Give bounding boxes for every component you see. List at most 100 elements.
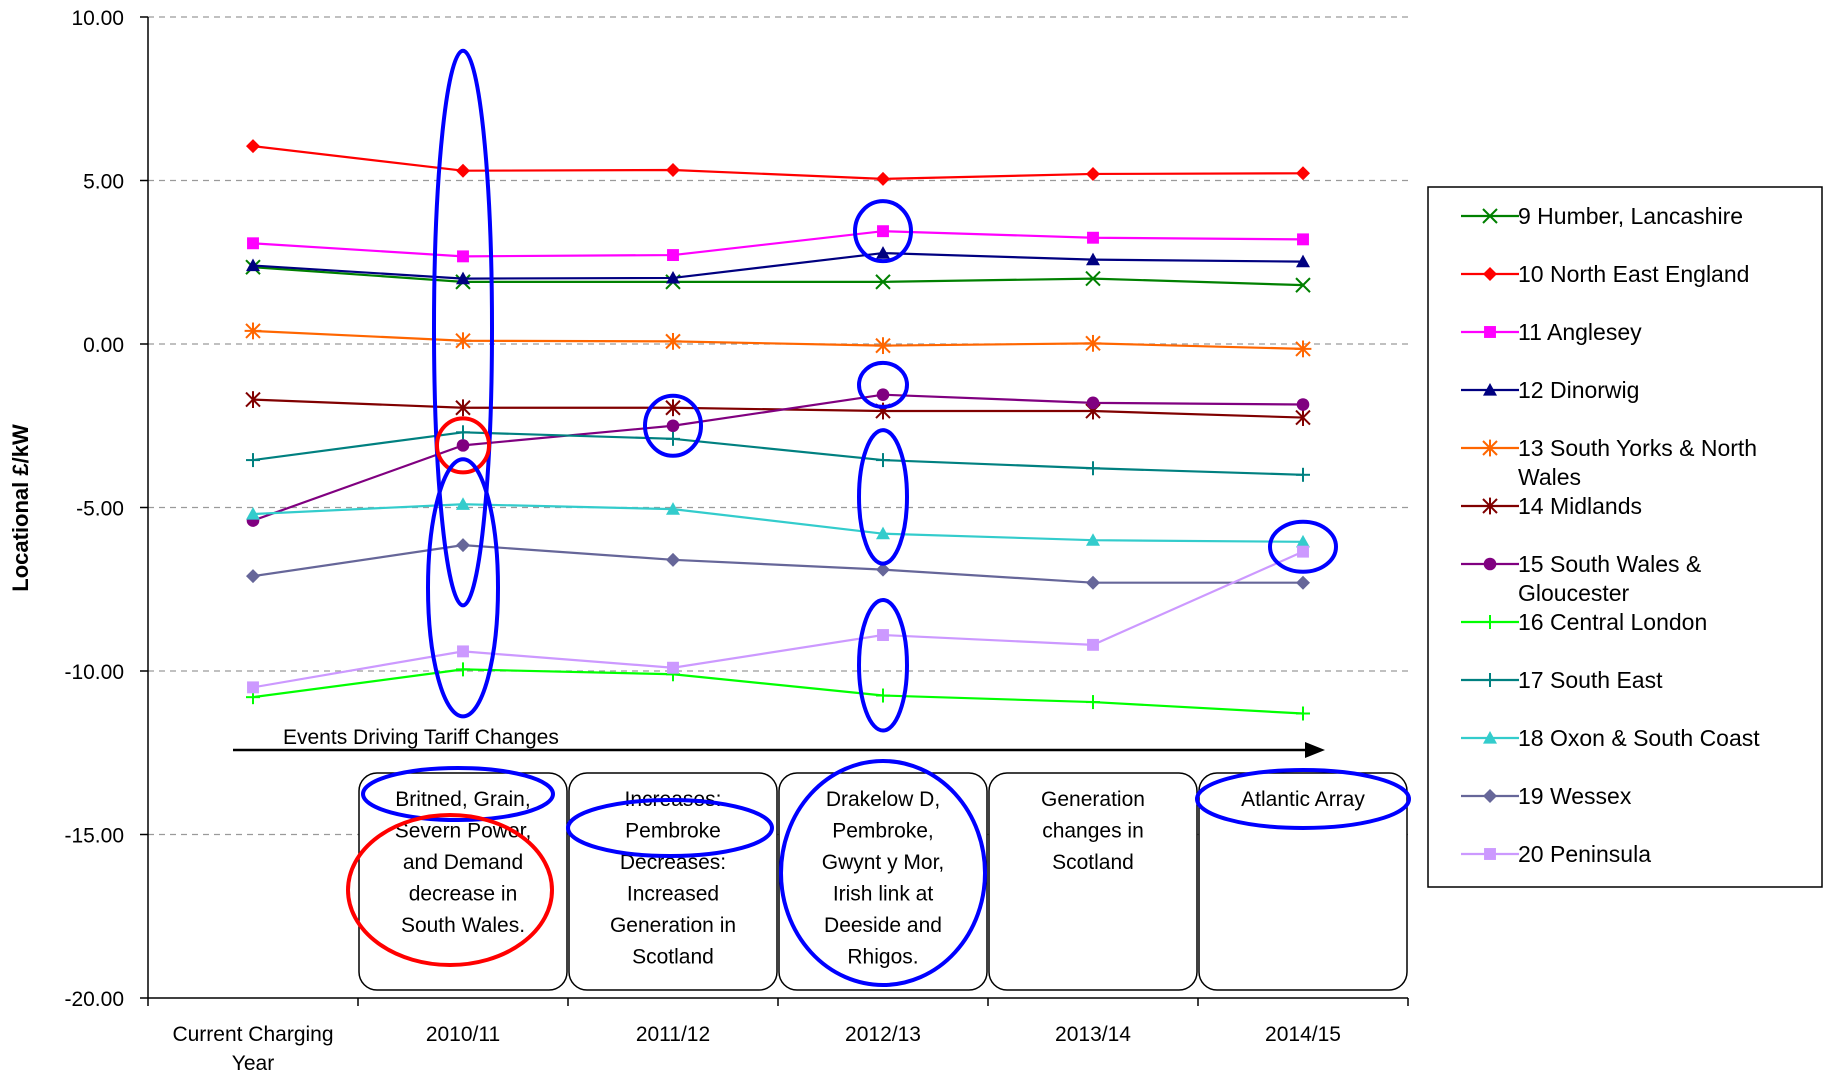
legend-item: 18 Oxon & South Coast — [1461, 725, 1760, 751]
data-point — [1295, 409, 1311, 426]
legend-label: 14 Midlands — [1518, 493, 1642, 519]
series-lines — [244, 139, 1312, 721]
legend-item: 9 Humber, Lancashire — [1461, 203, 1743, 229]
legend-item: 17 South East — [1461, 667, 1663, 693]
legend-label: 16 Central London — [1518, 609, 1707, 635]
data-point — [877, 225, 889, 238]
events-arrow-head — [1305, 742, 1325, 758]
legend-label: 19 Wessex — [1518, 783, 1632, 809]
series-line — [252, 550, 1304, 689]
events-arrow-label: Events Driving Tariff Changes — [283, 726, 559, 749]
data-point — [1296, 166, 1310, 181]
legend-item: 13 South Yorks & North Wales — [1461, 435, 1757, 490]
event-text-line: decrease in — [409, 883, 518, 906]
highlight-ellipse — [426, 457, 500, 719]
y-axis-label: Locational £/kW — [8, 424, 33, 592]
data-point — [876, 453, 890, 468]
y-tick-label: -15.00 — [64, 825, 124, 848]
event-text-line: Rhigos. — [847, 946, 918, 969]
legend-item: 10 North East England — [1461, 261, 1749, 287]
legend-item: 15 South Wales & Gloucester — [1461, 551, 1701, 606]
event-text-line: changes in — [1042, 820, 1144, 843]
legend-label: 15 South Wales & Gloucester — [1518, 551, 1701, 606]
event-text-line: South Wales. — [401, 914, 525, 937]
series-line — [252, 668, 1304, 715]
data-point — [1086, 533, 1100, 546]
event-text-line: Atlantic Array — [1241, 788, 1365, 811]
data-point — [456, 425, 470, 440]
legend-label: 10 North East England — [1518, 261, 1749, 287]
legend-marker — [1484, 326, 1496, 338]
data-point — [665, 399, 681, 417]
data-point — [876, 526, 890, 540]
data-point — [1296, 398, 1310, 411]
series-group — [246, 538, 1310, 590]
event-text: Atlantic Array — [1241, 788, 1365, 811]
data-point — [1296, 467, 1310, 482]
legend-marker — [1481, 439, 1499, 457]
legend-marker — [1483, 615, 1497, 629]
data-point — [244, 322, 262, 340]
data-point — [456, 439, 470, 452]
data-point — [457, 645, 469, 658]
highlight-ellipse — [432, 48, 494, 608]
data-point — [456, 662, 470, 677]
data-point — [875, 274, 891, 290]
event-text-line: Scotland — [632, 946, 714, 969]
data-point — [247, 237, 259, 250]
legend-label: 20 Peninsula — [1518, 841, 1651, 867]
data-point — [1297, 233, 1309, 246]
event-text: Drakelow D, Pembroke, Gwynt y Mor, Irish li… — [822, 788, 945, 969]
highlight-ellipse — [779, 759, 987, 987]
series-group — [246, 388, 1310, 527]
event-text: Britned, Grain, Severn Power, and Demand de… — [395, 788, 532, 937]
legend-marker — [1482, 497, 1498, 515]
legend-label: 12 Dinorwig — [1518, 377, 1639, 403]
event-text-line: and Demand — [403, 851, 523, 874]
data-point — [1086, 695, 1100, 710]
data-point — [246, 139, 260, 154]
series-group — [245, 391, 1311, 426]
data-point — [1085, 270, 1101, 287]
legend-marker — [1483, 267, 1497, 281]
data-point — [876, 246, 890, 259]
data-point — [666, 163, 680, 178]
highlight-ellipse — [361, 766, 555, 822]
legend-label: 18 Oxon & South Coast — [1518, 725, 1760, 751]
event-annotations: Events Driving Tariff Changes Britned, Gr… — [233, 726, 1408, 991]
legend-item: 16 Central London — [1461, 609, 1707, 635]
data-point — [456, 538, 470, 553]
series-group — [246, 662, 1310, 721]
highlight-ellipses — [346, 48, 1411, 987]
legend-marker — [1484, 848, 1496, 860]
data-point — [876, 171, 890, 186]
data-point — [666, 419, 680, 433]
y-axis-label-group: Locational £/kW — [8, 424, 33, 592]
highlight-ellipse — [1195, 768, 1411, 830]
event-box — [358, 772, 568, 991]
x-tick-label: 2013/14 — [1055, 1023, 1131, 1046]
event-text-line: Drakelow D, — [826, 788, 940, 811]
data-point — [664, 332, 682, 350]
series-line — [252, 251, 1304, 280]
data-point — [457, 250, 469, 263]
event-box — [1198, 772, 1408, 991]
y-tick-label: -5.00 — [76, 498, 124, 521]
event-text-line: Irish link at — [833, 883, 934, 906]
highlight-ellipse — [643, 393, 703, 458]
data-point — [246, 507, 260, 520]
x-tick-label: 2010/11 — [426, 1023, 500, 1046]
data-point — [667, 249, 679, 262]
data-point — [666, 502, 680, 515]
event-text-line: Britned, Grain, — [395, 788, 530, 811]
data-point — [245, 391, 261, 408]
data-point — [666, 431, 680, 446]
legend-item: 11 Anglesey — [1461, 319, 1642, 345]
legend-marker — [1483, 557, 1497, 571]
data-point — [1086, 252, 1100, 266]
data-point — [456, 497, 470, 510]
data-point — [874, 337, 892, 355]
y-tick-label: -20.00 — [64, 988, 124, 1011]
data-point — [455, 399, 471, 417]
